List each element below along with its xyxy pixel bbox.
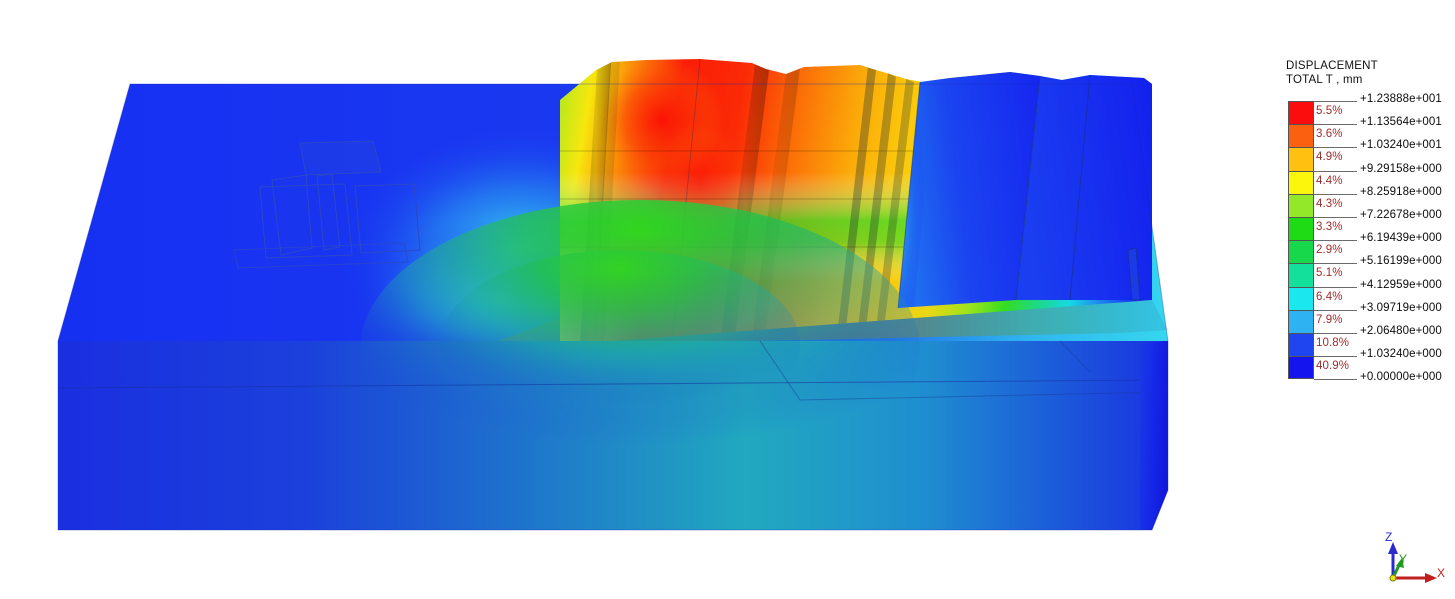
- legend-percent-9: 7.9%: [1316, 313, 1343, 326]
- legend-value-0: +1.23888e+001: [1360, 93, 1442, 105]
- embedded-ghost-outline: [233, 140, 421, 269]
- legend-swatch-1[interactable]: [1288, 124, 1314, 148]
- legend-swatch-4[interactable]: [1288, 193, 1314, 217]
- tick-line: [1314, 193, 1357, 195]
- legend-percent-5: 3.3%: [1316, 221, 1343, 233]
- tick-line: [1314, 147, 1357, 149]
- soil-block-right-face: [1140, 341, 1168, 530]
- legend-value-9: +3.09719e+000: [1360, 301, 1442, 314]
- soil-layer-divider: [57, 379, 1169, 389]
- legend-value-2: +1.03240e+001: [1360, 139, 1442, 152]
- legend-color-swatches: [1288, 101, 1314, 380]
- contour-legend[interactable]: DISPLACEMENT TOTAL T , mm +1.23888e+001 …: [1286, 60, 1455, 390]
- legend-value-3: +9.29158e+000: [1360, 162, 1442, 175]
- tick-line: [1314, 263, 1357, 265]
- legend-value-4: +8.25918e+000: [1360, 185, 1442, 198]
- right-blue-plates: [897, 72, 1152, 309]
- legend-swatch-11[interactable]: [1288, 356, 1314, 380]
- legend-value-10: +2.06480e+000: [1360, 325, 1442, 337]
- legend-value-1: +1.13564e+001: [1360, 116, 1442, 129]
- legend-percent-7: 5.1%: [1316, 267, 1343, 280]
- legend-swatch-9[interactable]: [1288, 309, 1314, 333]
- tick-line: [1314, 356, 1357, 358]
- legend-swatch-2[interactable]: [1288, 147, 1314, 171]
- legend-swatch-8[interactable]: [1288, 286, 1314, 310]
- legend-percent-10: 10.8%: [1316, 337, 1350, 349]
- soil-block-front-face: [57, 200, 1169, 530]
- fea-contour-model: [57, 59, 1169, 531]
- legend-value-8: +4.12959e+000: [1360, 278, 1442, 291]
- legend-value-11: +1.03240e+000: [1360, 348, 1442, 361]
- legend-percent-8: 6.4%: [1316, 290, 1343, 303]
- legend-swatch-10[interactable]: [1288, 332, 1314, 357]
- model-silhouette: [57, 83, 1169, 531]
- tick-line: [1314, 101, 1357, 102]
- legend-percent-4: 4.3%: [1316, 197, 1343, 210]
- legend-value-6: +6.19439e+000: [1360, 232, 1442, 245]
- legend-percent-2: 4.9%: [1316, 151, 1343, 164]
- legend-percent-3: 4.4%: [1316, 174, 1343, 187]
- legend-title: DISPLACEMENT TOTAL T , mm: [1286, 60, 1378, 86]
- axis-triad[interactable]: Z Y X: [1375, 530, 1455, 592]
- axis-triad-icon: [1388, 542, 1437, 583]
- legend-percent-0: 5.5%: [1316, 105, 1343, 117]
- tick-line: [1314, 217, 1357, 218]
- model-viewport[interactable]: [0, 0, 1270, 599]
- legend-swatch-7[interactable]: [1288, 263, 1314, 287]
- legend-value-12: +0.00000e+000: [1360, 371, 1442, 384]
- legend-percent-6: 2.9%: [1316, 244, 1343, 257]
- legend-percent-11: 40.9%: [1316, 360, 1350, 373]
- tick-line: [1314, 309, 1357, 311]
- legend-swatch-3[interactable]: [1288, 170, 1314, 194]
- axis-label-y: Y: [1399, 552, 1408, 566]
- legend-value-5: +7.22678e+000: [1360, 209, 1442, 221]
- tick-line: [1314, 286, 1357, 288]
- tick-line: [1314, 124, 1357, 126]
- tick-line: [1314, 379, 1357, 381]
- tick-line: [1314, 333, 1357, 334]
- legend-swatch-0[interactable]: [1288, 101, 1314, 125]
- legend-swatch-5[interactable]: [1288, 216, 1314, 241]
- tick-line: [1314, 170, 1357, 172]
- legend-body: +1.23888e+001 +1.13564e+001 +1.03240e+00…: [1286, 92, 1455, 384]
- axis-label-x: X: [1437, 566, 1446, 580]
- axis-label-z: Z: [1385, 530, 1393, 544]
- legend-value-7: +5.16199e+000: [1360, 255, 1442, 268]
- legend-percent-1: 3.6%: [1316, 128, 1343, 141]
- legend-swatch-6[interactable]: [1288, 240, 1314, 264]
- tick-line: [1314, 240, 1357, 242]
